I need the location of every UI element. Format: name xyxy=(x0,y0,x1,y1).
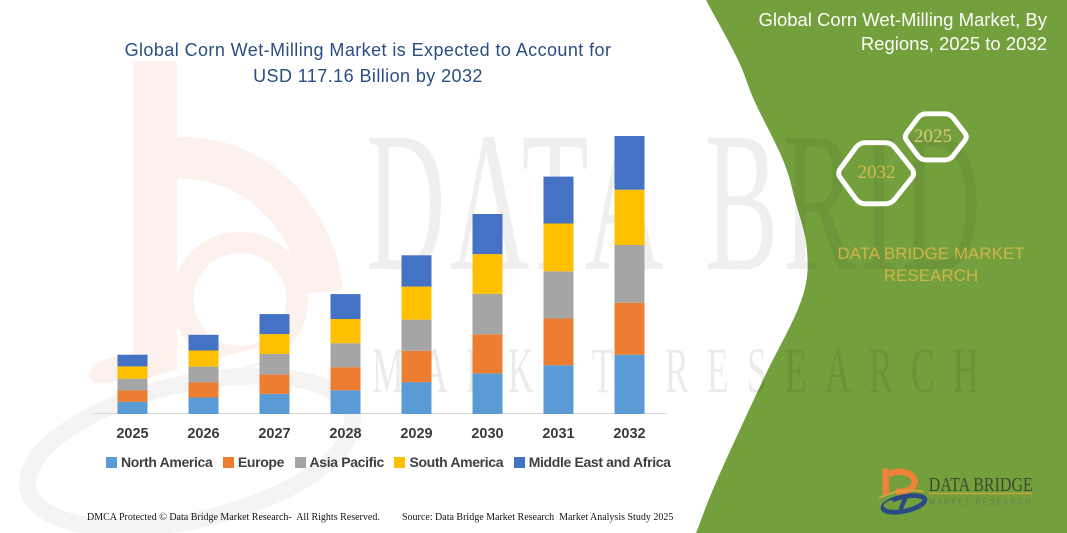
svg-text:MARKET RESEARCH: MARKET RESEARCH xyxy=(929,498,1032,507)
svg-text:DATA BRIDGE: DATA BRIDGE xyxy=(929,474,1033,496)
